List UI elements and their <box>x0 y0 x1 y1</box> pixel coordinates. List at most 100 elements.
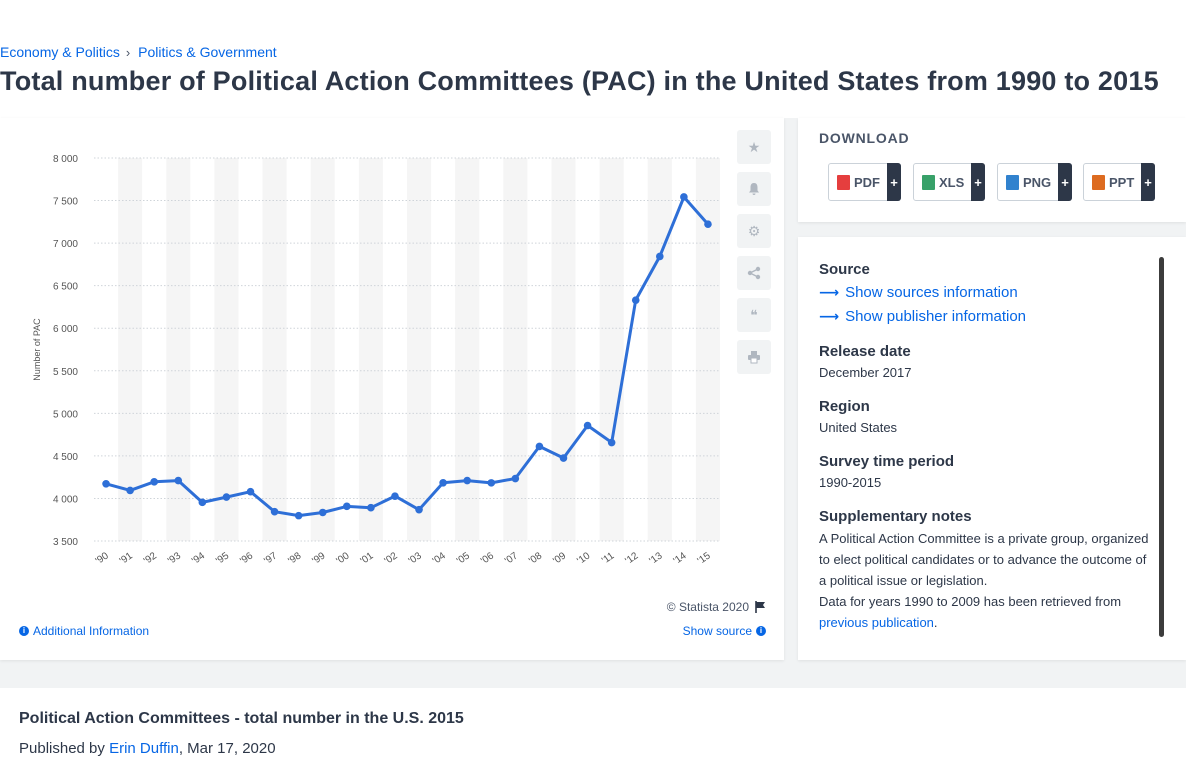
plus-icon: + <box>1141 163 1155 201</box>
data-point <box>367 503 375 512</box>
page-title: Total number of Political Action Committ… <box>0 66 1159 96</box>
x-tick-label: '07 <box>503 550 520 567</box>
download-pdf-button[interactable]: PDF + <box>828 163 901 201</box>
header: Economy & Politics › Politics & Governme… <box>0 0 1186 118</box>
notes-text2: Data for years 1990 to 2009 has been ret… <box>819 594 1122 609</box>
y-tick-label: 7 500 <box>53 197 78 208</box>
plus-icon: + <box>971 163 985 201</box>
data-point <box>583 421 592 430</box>
column-band <box>262 158 287 541</box>
arrow-right-icon: ⟶ <box>819 308 840 324</box>
previous-publication-link[interactable]: previous publication <box>819 615 934 630</box>
info-icon: i <box>19 626 29 636</box>
survey-period-label: Survey time period <box>819 453 955 470</box>
x-tick-label: '14 <box>672 550 689 567</box>
y-tick-label: 5 000 <box>53 409 78 420</box>
release-date-value: December 2017 <box>819 365 912 380</box>
data-point <box>126 486 134 495</box>
download-title: DOWNLOAD <box>819 130 910 146</box>
column-band <box>599 158 624 541</box>
notes-text: A Political Action Committee is a privat… <box>819 531 1149 588</box>
data-point <box>631 296 640 304</box>
x-tick-label: '98 <box>286 550 303 567</box>
download-png-label: PNG <box>1023 174 1052 190</box>
x-tick-label: '99 <box>310 550 327 567</box>
png-image-icon <box>1006 174 1019 190</box>
column-band <box>310 158 335 541</box>
publication-date: , Mar 17, 2020 <box>178 740 276 757</box>
data-point <box>463 476 471 485</box>
data-point <box>294 511 303 520</box>
x-tick-label: '94 <box>190 550 207 567</box>
flag-icon[interactable] <box>755 601 766 613</box>
y-tick-label: 5 500 <box>53 367 78 378</box>
notification-bell-icon[interactable] <box>737 172 771 206</box>
column-band <box>214 158 239 541</box>
download-ppt-label: PPT <box>1109 174 1135 190</box>
line-chart: 8 000 7 500 7 000 6 500 6 000 5 500 5 000 4 500… <box>32 154 720 567</box>
x-tick-label: '12 <box>623 550 640 567</box>
x-tick-label: '96 <box>238 550 255 567</box>
statista-credit: © Statista 2020 <box>667 600 766 614</box>
download-ppt-button[interactable]: PPT + <box>1083 163 1155 201</box>
notes-end: . <box>933 615 938 630</box>
x-tick-label: '06 <box>479 550 496 567</box>
y-tick-label: 4 500 <box>53 452 78 463</box>
download-xls-label: XLS <box>939 174 965 190</box>
info-icon: i <box>756 626 766 636</box>
data-point <box>198 498 207 507</box>
data-point <box>391 492 399 500</box>
data-point <box>535 442 544 451</box>
settings-gear-icon[interactable]: ⚙ <box>737 214 771 248</box>
data-point <box>415 505 423 514</box>
x-tick-label: '97 <box>262 550 279 567</box>
data-point <box>270 507 279 516</box>
additional-information-link[interactable]: i Additional Information <box>19 624 149 638</box>
x-tick-label: '03 <box>407 550 424 567</box>
column-band <box>551 158 576 541</box>
download-png-button[interactable]: PNG + <box>997 163 1072 201</box>
ppt-file-icon <box>1092 174 1105 190</box>
published-by-label: Published by <box>19 740 105 757</box>
data-point <box>656 252 664 261</box>
y-tick-label: 8 000 <box>53 154 78 165</box>
notes-text-2: Data for years 1990 to 2009 has been ret… <box>819 591 1149 633</box>
show-sources-link[interactable]: ⟶ Show sources information <box>819 284 1018 301</box>
release-date-label: Release date <box>819 343 911 360</box>
x-tick-label: '13 <box>648 550 665 567</box>
x-tick-label: '95 <box>214 550 231 567</box>
x-tick-label: '93 <box>166 550 183 567</box>
breadcrumb-politics-government[interactable]: Politics & Government <box>138 44 277 60</box>
x-tick-label: '15 <box>696 550 713 567</box>
x-tick-label: '08 <box>527 550 544 567</box>
show-source-label: Show source <box>682 624 752 638</box>
data-point <box>222 493 231 501</box>
show-publisher-link[interactable]: ⟶ Show publisher information <box>819 308 1026 325</box>
column-band <box>503 158 528 541</box>
x-tick-label: '00 <box>335 550 352 567</box>
series-line <box>105 195 710 518</box>
column-band <box>118 158 143 541</box>
data-point <box>343 502 351 511</box>
cite-quote-icon[interactable]: ❝ <box>737 298 771 332</box>
share-icon[interactable] <box>737 256 771 290</box>
statistic-details-panel: Source ⟶ Show sources information ⟶ Show… <box>798 237 1186 660</box>
download-xls-button[interactable]: XLS + <box>913 163 985 201</box>
scrollbar[interactable] <box>1159 257 1164 637</box>
x-tick-label: '01 <box>359 550 376 567</box>
favorite-star-icon[interactable]: ★ <box>737 130 771 164</box>
x-tick-label: '10 <box>575 550 592 567</box>
show-source-link[interactable]: Show source i <box>683 624 766 638</box>
credit-text: © Statista 2020 <box>666 600 749 614</box>
breadcrumb-economy-politics[interactable]: Economy & Politics <box>0 44 120 60</box>
column-band <box>647 158 672 541</box>
breadcrumb-separator: › <box>125 44 131 60</box>
author-link[interactable]: Erin Duffin <box>109 740 179 757</box>
publication-title: Political Action Committees - total numb… <box>19 710 464 727</box>
chart-tools: ★ ⚙ ❝ <box>737 130 773 382</box>
show-publisher-label: Show publisher information <box>845 308 1027 325</box>
x-tick-label: '92 <box>142 550 159 567</box>
print-icon[interactable] <box>737 340 771 374</box>
x-tick-label: '91 <box>118 550 135 567</box>
column-band <box>358 158 383 541</box>
